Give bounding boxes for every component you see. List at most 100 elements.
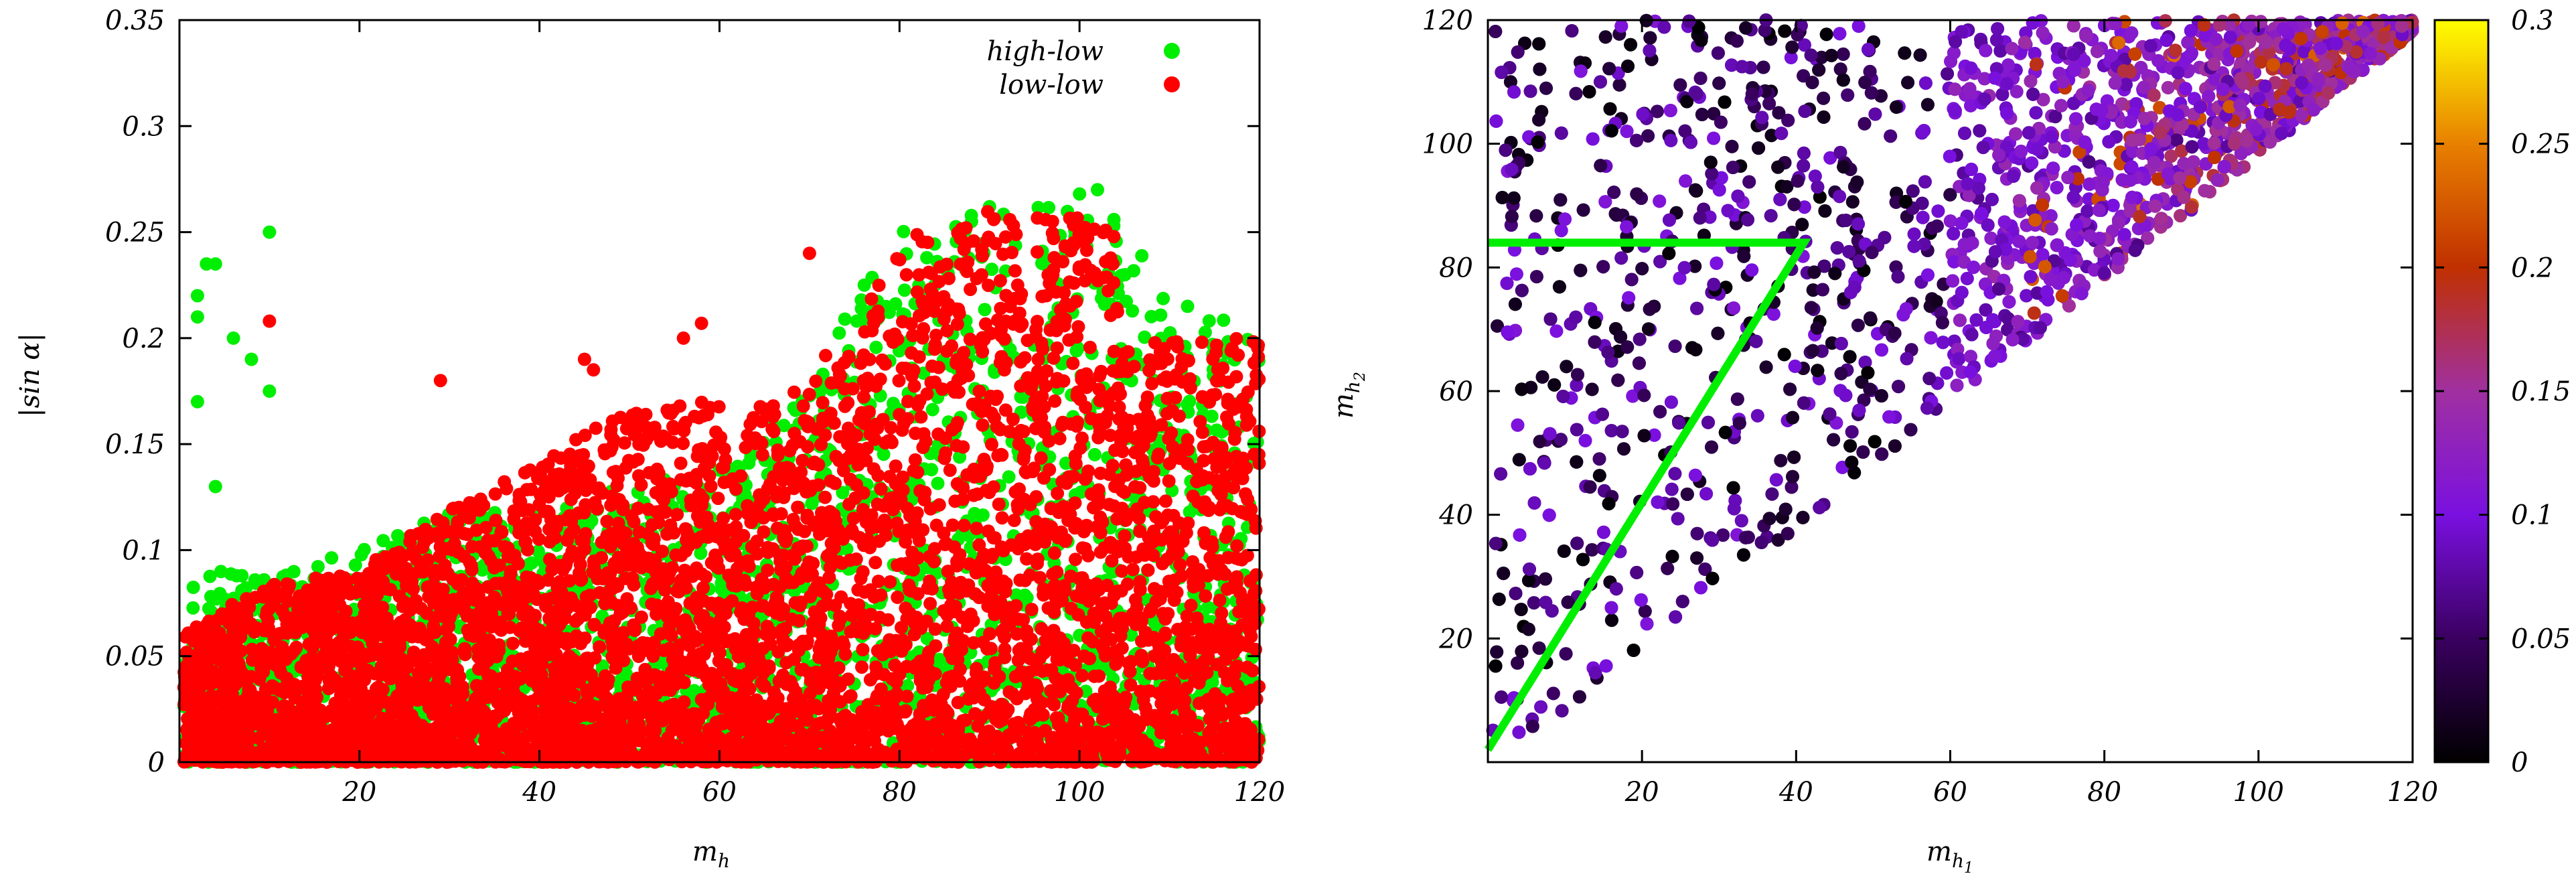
- data-point: [564, 514, 579, 528]
- data-point: [925, 403, 939, 417]
- data-point: [796, 399, 810, 413]
- data-point: [311, 560, 325, 574]
- data-point: [711, 492, 725, 506]
- data-point: [226, 331, 240, 345]
- data-point: [1197, 526, 1211, 540]
- data-point: [262, 225, 277, 239]
- data-point: [208, 480, 222, 494]
- data-point: [933, 260, 947, 274]
- data-point: [1071, 341, 1085, 355]
- data-point: [348, 558, 362, 572]
- data-point: [1066, 356, 1080, 370]
- data-point: [984, 642, 998, 656]
- data-point: [1144, 309, 1158, 323]
- data-point: [1202, 314, 1216, 328]
- data-point: [818, 490, 832, 504]
- data-point: [995, 511, 1009, 525]
- data-point: [729, 508, 743, 522]
- data-point: [248, 573, 262, 587]
- data-point: [912, 268, 926, 282]
- data-point: [1074, 485, 1088, 499]
- data-point: [1047, 232, 1061, 246]
- data-point: [1230, 539, 1244, 553]
- data-point: [186, 601, 200, 615]
- data-point: [838, 647, 852, 661]
- data-point: [877, 447, 891, 461]
- data-point: [1014, 379, 1028, 393]
- data-point: [376, 534, 390, 548]
- data-point: [716, 512, 731, 526]
- data-point: [1002, 470, 1016, 484]
- data-point: [210, 592, 224, 606]
- data-point: [664, 518, 678, 532]
- data-point: [506, 636, 520, 650]
- data-point: [1156, 291, 1170, 305]
- data-point: [1031, 245, 1044, 259]
- data-point: [354, 548, 368, 562]
- data-point: [190, 289, 204, 303]
- data-point: [1244, 502, 1258, 516]
- data-point: [978, 303, 992, 317]
- data-point: [1161, 607, 1175, 621]
- data-point: [920, 387, 934, 401]
- data-point: [777, 419, 791, 433]
- data-point: [992, 498, 1006, 511]
- data-point: [1250, 435, 1264, 449]
- data-point: [897, 224, 911, 238]
- data-point: [1005, 246, 1018, 259]
- data-point: [687, 684, 701, 698]
- data-point: [1009, 588, 1023, 602]
- data-point: [838, 399, 852, 413]
- series-low-low: [177, 205, 1266, 769]
- data-point: [1126, 304, 1140, 318]
- data-point: [1112, 287, 1125, 300]
- data-point: [897, 283, 911, 297]
- data-point: [488, 487, 502, 501]
- data-point: [1143, 666, 1157, 680]
- left-data-points: [177, 183, 1266, 769]
- data-point: [832, 618, 846, 632]
- data-point: [914, 410, 928, 424]
- data-point: [421, 580, 435, 594]
- data-point: [953, 450, 967, 464]
- data-point: [208, 257, 222, 271]
- data-point: [1195, 425, 1209, 439]
- data-point: [1073, 187, 1087, 201]
- data-point: [1091, 483, 1106, 497]
- data-point: [1181, 299, 1195, 313]
- data-point: [1195, 336, 1209, 349]
- data-point: [836, 486, 850, 500]
- data-point: [1042, 201, 1056, 214]
- data-point: [1118, 268, 1132, 282]
- data-point: [893, 252, 907, 267]
- data-point: [1091, 183, 1104, 197]
- data-point: [931, 476, 945, 490]
- data-point: [600, 514, 614, 528]
- data-point: [1069, 553, 1082, 567]
- data-point: [203, 569, 217, 583]
- data-point: [190, 394, 204, 409]
- data-point: [1029, 421, 1043, 435]
- data-point: [970, 522, 984, 535]
- data-point: [1158, 494, 1172, 508]
- data-point: [883, 575, 897, 589]
- data-point: [816, 396, 830, 410]
- data-point: [1087, 447, 1102, 461]
- data-point: [1102, 284, 1115, 298]
- data-point: [1031, 315, 1045, 328]
- data-point: [1135, 248, 1149, 263]
- data-point: [694, 546, 708, 560]
- data-point: [838, 312, 852, 326]
- data-point: [901, 678, 915, 692]
- data-point: [819, 348, 832, 362]
- data-point: [1181, 398, 1195, 411]
- data-point: [1201, 600, 1215, 614]
- left-scatter-plot: 20 40 60 80 100 120 00.050.10.150.20.250.30.3…: [15, 5, 1285, 872]
- data-point: [702, 469, 716, 483]
- data-point: [235, 569, 249, 583]
- data-point: [864, 292, 879, 306]
- data-point: [1162, 474, 1176, 488]
- data-point: [1059, 456, 1073, 470]
- data-point: [953, 662, 967, 676]
